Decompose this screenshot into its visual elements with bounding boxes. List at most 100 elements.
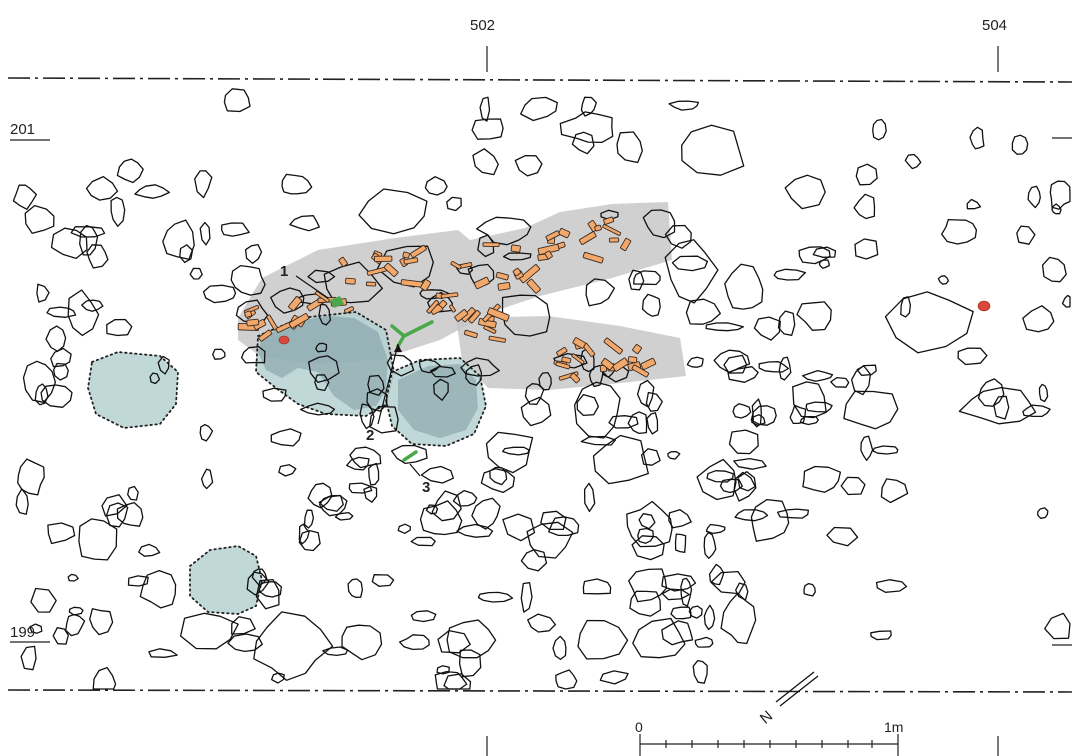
stone-outline (524, 383, 545, 405)
bone-fragment (426, 299, 440, 314)
bone-fragment (640, 357, 657, 371)
bone-fragment (582, 251, 604, 264)
stone-outline (540, 510, 567, 531)
bone-fragment (373, 255, 393, 262)
stone-outline (79, 224, 99, 256)
leader-arrowhead-2 (394, 344, 402, 352)
stone-outline (692, 659, 708, 684)
stone-outline (854, 238, 879, 260)
stone-outline (419, 500, 463, 536)
bone-fragment (594, 224, 602, 232)
bone-fragment (482, 242, 500, 247)
hearth-area-west (87, 351, 179, 429)
stone-outline (724, 263, 764, 310)
stone-outline (307, 269, 336, 284)
stone-outline (347, 578, 364, 598)
stone-outline (798, 246, 831, 265)
bone-fragment (483, 325, 497, 334)
green-find-1 (330, 296, 344, 308)
stone-outline (792, 381, 827, 419)
stone-outline (719, 478, 743, 494)
find-label-1: 1 (280, 263, 288, 280)
stone-outline (349, 446, 382, 469)
bone-fragment (608, 237, 620, 243)
stone-outline (36, 283, 50, 303)
stone-outline (298, 529, 321, 552)
stone-outline (638, 513, 656, 530)
stone-outline (367, 374, 385, 396)
stone-outline (728, 429, 759, 455)
stone-outline (369, 405, 399, 434)
stone-outline (476, 216, 532, 246)
red-find-west (278, 335, 290, 345)
stone-outline (799, 416, 819, 426)
stone-outline (583, 482, 596, 513)
stone-outline (875, 579, 908, 593)
stone-outline (1027, 185, 1041, 209)
bone-fragment (495, 271, 509, 281)
stone-outline (390, 444, 428, 465)
stone-outline (86, 244, 109, 269)
stone-outline (753, 316, 781, 341)
bone-fragment (463, 329, 478, 339)
stone-outline (199, 221, 211, 246)
stone-outline (710, 570, 746, 595)
stone-outline (346, 456, 370, 471)
stone-outline (101, 494, 128, 517)
stone-outline (230, 264, 266, 296)
bone-fragment (512, 267, 522, 277)
stone-outline (322, 646, 349, 657)
stone-outline (856, 364, 877, 376)
bone-fragment (526, 278, 541, 294)
stone-outline (179, 612, 239, 650)
stone-outline (358, 188, 428, 235)
bone-fragment (450, 261, 462, 270)
stone-outline (802, 465, 842, 493)
stone-outline (803, 582, 816, 597)
stone-outline (520, 549, 548, 572)
stone-outline (281, 173, 313, 195)
stone-outline (341, 624, 383, 661)
stone-outline (789, 404, 807, 425)
stone-outline (616, 131, 643, 164)
stone-outline (520, 396, 552, 427)
stone-outline (1037, 507, 1049, 519)
stone-outline (92, 666, 117, 690)
bone-fragment (468, 309, 481, 324)
stone-outline (456, 523, 494, 538)
stone-outline (127, 485, 139, 501)
stone-outline (706, 470, 734, 483)
stone-outline (778, 356, 792, 381)
stone-outline (477, 591, 514, 603)
stone-outline (189, 267, 203, 280)
stone-outline (580, 435, 617, 446)
stone-outline (633, 270, 661, 286)
stone-outline (22, 360, 57, 403)
stone-outline (429, 365, 456, 378)
bone-fragment (449, 304, 456, 313)
stone-outline (480, 468, 516, 494)
stone-outline (50, 227, 88, 260)
stone-outline (629, 590, 662, 617)
stone-outline (471, 118, 504, 140)
stone-outline (571, 131, 595, 155)
green-find-2 (390, 320, 434, 348)
stone-outline (805, 401, 833, 413)
lower-boundary-line (7, 689, 1072, 693)
stone-outline (262, 387, 287, 402)
stone-outline (627, 411, 648, 435)
stone-outline (642, 209, 676, 239)
bone-fragment (473, 276, 490, 290)
bone-fragment (438, 299, 448, 309)
stone-outline (884, 291, 974, 354)
bone-fragment (545, 230, 560, 241)
bone-fragment (602, 224, 622, 236)
stone-outline (776, 508, 810, 519)
stone-outline (485, 431, 534, 474)
stone-outline (427, 291, 453, 313)
stone-outline (1041, 256, 1067, 283)
stone-outline (520, 96, 558, 122)
stone-outline (465, 364, 483, 386)
stone-outline (1016, 225, 1036, 245)
stone-outline (65, 613, 86, 637)
